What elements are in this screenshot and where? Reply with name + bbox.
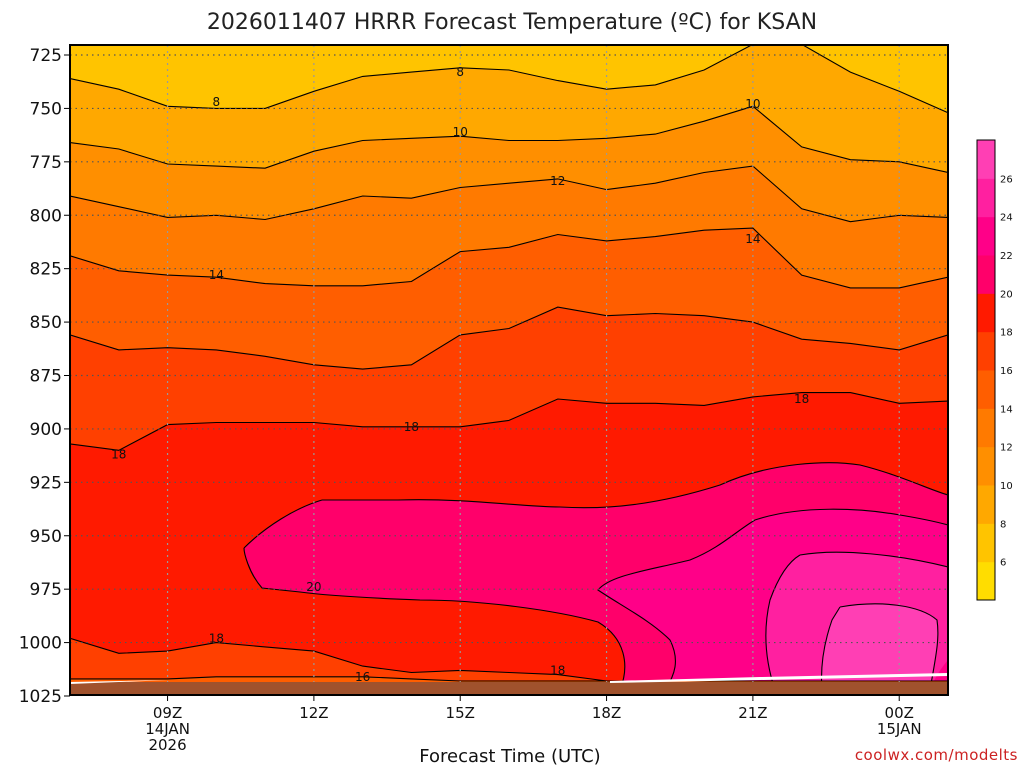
temperature-band-12-14 <box>70 166 948 288</box>
colorbar: 6 8 10 12 14 16 18 20 22 24 26 <box>976 139 1013 601</box>
pressure-axis: 725 750 775 800 825 850 875 900 925 950 975 1000 102… <box>19 46 70 707</box>
grid <box>70 45 948 695</box>
y-tick-label: 850 <box>30 313 62 333</box>
isotherm-label: 18 <box>794 392 809 406</box>
isotherm-label: 18 <box>111 448 126 462</box>
colorbar-label: 12 <box>1000 443 1013 454</box>
isotherm-8 <box>70 45 948 114</box>
x-tick-label: 14JAN <box>145 720 190 738</box>
colorbar-swatch <box>977 293 995 333</box>
colorbar-label: 26 <box>1000 174 1013 185</box>
colorbar-frame <box>976 139 996 601</box>
x-tick-label: 21Z <box>738 704 767 722</box>
surface-line <box>70 673 948 684</box>
colorbar-swatch <box>977 370 995 409</box>
isotherm-label: 12 <box>550 174 565 188</box>
colorbar-swatch <box>977 331 995 371</box>
isotherm-10 <box>70 105 948 174</box>
colorbar-swatch <box>977 140 995 179</box>
isotherm-label: 16 <box>355 670 370 684</box>
temperature-band-16-18 <box>70 307 948 451</box>
colorbar-swatch <box>977 178 995 218</box>
colorbar-label: 10 <box>1000 481 1013 492</box>
plot-area: 8 8 10 10 12 14 14 18 18 18 20 18 18 16 <box>70 45 948 695</box>
plot-frame <box>69 44 949 696</box>
colorbar-swatch <box>977 485 995 524</box>
isotherm-16 <box>70 306 948 370</box>
isotherm-label: 10 <box>453 125 468 139</box>
colorbar-swatch <box>977 561 995 601</box>
y-tick-label: 775 <box>30 153 62 173</box>
y-tick-label: 875 <box>30 367 62 387</box>
colorbar-label: 14 <box>1000 404 1013 415</box>
temperature-band-8-10 <box>70 45 948 173</box>
y-tick-label: 950 <box>30 527 62 547</box>
y-tick-label: 750 <box>30 99 62 119</box>
colorbar-swatch <box>977 255 995 294</box>
colorbar-swatch <box>977 523 995 563</box>
x-tick-label: 15Z <box>446 704 475 722</box>
x-axis-label: Forecast Time (UTC) <box>419 746 600 767</box>
isotherm-labels: 8 8 10 10 12 14 14 18 18 18 20 18 18 16 <box>111 65 809 684</box>
y-tick-label: 800 <box>30 206 62 226</box>
isotherm-label: 10 <box>745 97 760 111</box>
isotherm-label: 18 <box>550 663 565 677</box>
temperature-band-10-12 <box>70 106 948 222</box>
colorbar-swatch <box>977 446 995 486</box>
ground <box>70 682 948 695</box>
y-tick-label: 1000 <box>19 634 62 654</box>
chart-title: 2026011407 HRRR Forecast Temperature (ºC… <box>207 10 817 35</box>
isotherm-lines <box>70 45 948 682</box>
isotherm-label: 8 <box>456 65 464 79</box>
y-tick-label: 725 <box>30 46 62 66</box>
temperature-band-14-16 <box>70 228 948 370</box>
x-tick-label: 2026 <box>148 736 186 754</box>
x-tick-label: 09Z <box>153 704 182 722</box>
isotherm-12 <box>70 165 948 223</box>
isotherm-label: 14 <box>745 232 760 246</box>
y-tick-label: 1025 <box>19 687 62 707</box>
temperature-band-14-16-surface <box>70 638 948 681</box>
colorbar-label: 20 <box>1000 289 1013 300</box>
y-tick-label: 825 <box>30 260 62 280</box>
x-tick-label: 00Z <box>885 704 914 722</box>
x-tick-label: 18Z <box>592 704 621 722</box>
isotherm-label: 20 <box>306 580 321 594</box>
y-tick-label: 900 <box>30 420 62 440</box>
y-tick-label: 975 <box>30 580 62 600</box>
isotherm-label: 18 <box>209 631 224 645</box>
colorbar-label: 16 <box>1000 366 1013 377</box>
credit-text: coolwx.com/modelts <box>855 746 1018 764</box>
x-tick-label: 15JAN <box>877 720 922 738</box>
temperature-band-26-28 <box>821 603 938 690</box>
colorbar-label: 22 <box>1000 251 1013 262</box>
colorbar-label: 8 <box>1000 519 1006 530</box>
colorbar-swatch <box>977 408 995 448</box>
colorbar-label: 24 <box>1000 213 1013 224</box>
colorbar-swatch <box>977 216 995 256</box>
isotherm-14 <box>70 227 948 289</box>
y-tick-label: 925 <box>30 473 62 493</box>
colorbar-label: 18 <box>1000 328 1013 339</box>
isotherm-16 <box>70 676 948 682</box>
x-tick-label: 12Z <box>299 704 328 722</box>
colorbar-label: 6 <box>1000 558 1006 569</box>
isotherm-18 <box>70 392 948 451</box>
isotherm-label: 8 <box>213 95 221 109</box>
isotherm-label: 14 <box>209 268 224 282</box>
isotherm-label: 18 <box>404 420 419 434</box>
